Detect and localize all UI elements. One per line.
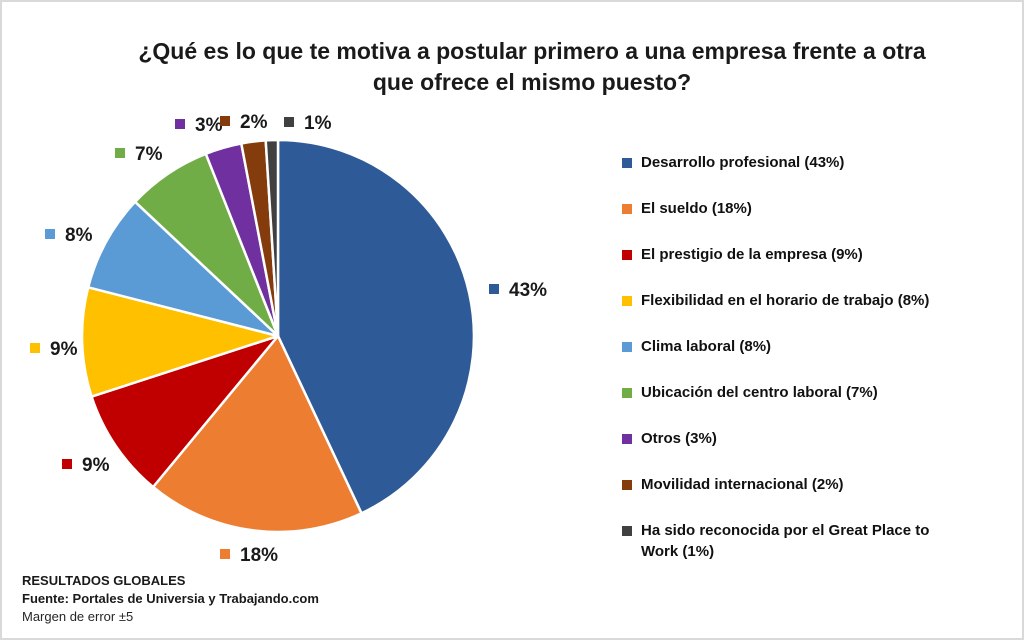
legend-item-2: El sueldo (18%) xyxy=(622,198,934,219)
chart-title-line-1: ¿Qué es lo que te motiva a postular prim… xyxy=(138,38,926,64)
legend-item-label: Flexibilidad en el horario de trabajo (8… xyxy=(641,292,930,309)
pie-slice-3 xyxy=(90,334,280,489)
legend-swatch-icon xyxy=(622,296,632,306)
data-label-key-icon xyxy=(220,116,230,126)
legend-item-label: El prestigio de la empresa (9%) xyxy=(641,246,863,263)
legend-item-label: Movilidad internacional (2%) xyxy=(641,476,844,493)
data-label: 2% xyxy=(240,112,268,133)
data-label: 9% xyxy=(50,339,78,360)
pie-slice-2 xyxy=(151,334,363,534)
footer-source: Fuente: Portales de Universia y Trabajan… xyxy=(22,591,319,606)
chart-title: ¿Qué es lo que te motiva a postular prim… xyxy=(62,36,1002,98)
data-label: 7% xyxy=(135,144,163,165)
legend-swatch-icon xyxy=(622,388,632,398)
data-label-key-icon xyxy=(284,117,294,127)
legend-swatch-icon xyxy=(622,342,632,352)
data-label-key-icon xyxy=(45,229,55,239)
legend-item-7: Otros (3%) xyxy=(622,428,934,449)
legend-item-label: Otros (3%) xyxy=(641,430,717,447)
data-label: 43% xyxy=(509,280,547,301)
legend-item-8: Movilidad internacional (2%) xyxy=(622,474,934,495)
legend-swatch-icon xyxy=(622,158,632,168)
data-label-key-icon xyxy=(115,148,125,158)
data-label: 9% xyxy=(82,455,110,476)
data-label: 3% xyxy=(195,115,223,136)
legend-item-6: Ubicación del centro laboral (7%) xyxy=(622,382,934,403)
legend-item-9: Ha sido reconocida por el Great Place to… xyxy=(622,520,934,562)
legend-item-label: Clima laboral (8%) xyxy=(641,338,772,355)
data-label-key-icon xyxy=(62,459,72,469)
legend-swatch-icon xyxy=(622,526,632,536)
footer-results-label: RESULTADOS GLOBALES xyxy=(22,573,186,588)
legend-item-label: Ubicación del centro laboral (7%) xyxy=(641,384,878,401)
pie-slice-4 xyxy=(80,286,280,398)
legend-item-label: Desarrollo profesional (43%) xyxy=(641,154,845,171)
legend-swatch-icon xyxy=(622,250,632,260)
legend: Desarrollo profesional (43%) El sueldo (1… xyxy=(622,152,934,587)
legend-item-5: Clima laboral (8%) xyxy=(622,336,934,357)
data-label-key-icon xyxy=(220,549,230,559)
data-label-key-icon xyxy=(489,284,499,294)
legend-item-1: Desarrollo profesional (43%) xyxy=(622,152,934,173)
footer: RESULTADOS GLOBALES Fuente: Portales de … xyxy=(22,572,319,626)
data-label: 18% xyxy=(240,545,278,566)
legend-item-4: Flexibilidad en el horario de trabajo (8… xyxy=(622,290,934,311)
pie-slice-5 xyxy=(86,200,280,338)
pie-slice-1 xyxy=(276,138,476,515)
legend-item-3: El prestigio de la empresa (9%) xyxy=(622,244,934,265)
footer-margin-of-error: Margen de error ±5 xyxy=(22,609,134,624)
legend-item-label: Ha sido reconocida por el Great Place to… xyxy=(641,522,930,560)
legend-swatch-icon xyxy=(622,204,632,214)
data-label-key-icon xyxy=(175,119,185,129)
data-label: 8% xyxy=(65,225,93,246)
pie-slice-9 xyxy=(264,138,280,338)
legend-swatch-icon xyxy=(622,434,632,444)
legend-swatch-icon xyxy=(622,480,632,490)
data-label: 1% xyxy=(304,113,332,134)
data-label-key-icon xyxy=(30,343,40,353)
legend-item-label: El sueldo (18%) xyxy=(641,200,752,217)
chart-title-line-2: que ofrece el mismo puesto? xyxy=(372,69,692,95)
